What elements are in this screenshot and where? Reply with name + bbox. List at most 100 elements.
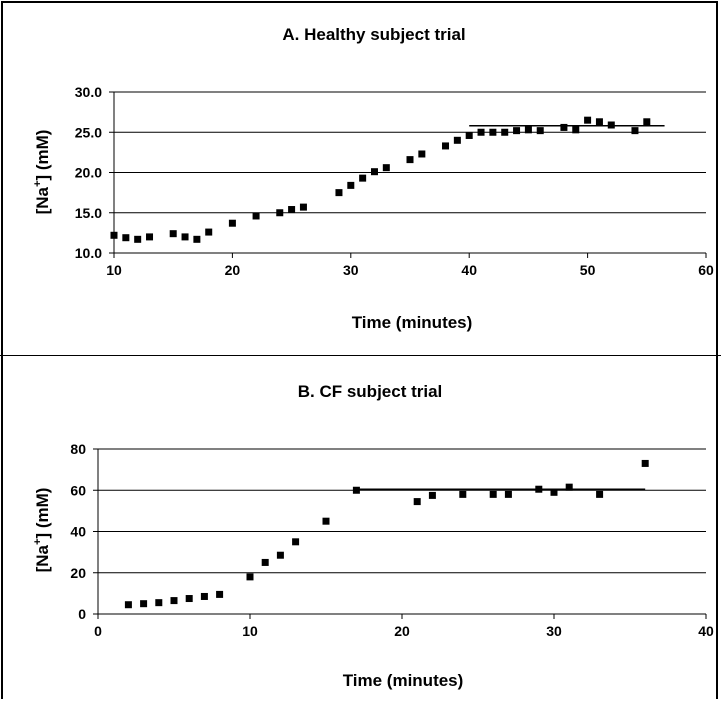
grid bbox=[98, 448, 706, 574]
data-point bbox=[524, 126, 532, 134]
data-point bbox=[504, 490, 512, 498]
data-point bbox=[641, 459, 649, 467]
data-point bbox=[146, 233, 154, 241]
y-tick-label: 10.0 bbox=[75, 245, 102, 261]
data-point bbox=[155, 599, 163, 607]
y-tick-labels: 0 20 40 60 80 bbox=[70, 441, 86, 622]
data-point bbox=[560, 123, 568, 131]
axes bbox=[93, 448, 707, 619]
data-point bbox=[134, 235, 142, 243]
data-point bbox=[513, 127, 521, 135]
data-point bbox=[288, 206, 296, 214]
data-points bbox=[110, 116, 651, 243]
x-tick-labels: 10 20 30 40 50 60 bbox=[106, 262, 714, 278]
x-tick-label: 30 bbox=[546, 623, 562, 639]
y-axis-label-sup: + bbox=[32, 539, 44, 545]
y-axis-label-main: [Na bbox=[33, 544, 52, 572]
data-point bbox=[418, 150, 426, 158]
data-point bbox=[584, 116, 592, 124]
data-point bbox=[228, 219, 236, 227]
data-point bbox=[246, 573, 254, 581]
y-tick-label: 20.0 bbox=[75, 165, 102, 181]
data-point bbox=[489, 490, 497, 498]
data-point bbox=[181, 233, 189, 241]
data-point bbox=[205, 228, 213, 236]
y-tick-label: 60 bbox=[70, 482, 86, 498]
x-tick-label: 0 bbox=[94, 623, 102, 639]
data-point bbox=[382, 164, 390, 172]
y-tick-label: 25.0 bbox=[75, 124, 102, 140]
chart-title: A. Healthy subject trial bbox=[282, 25, 465, 44]
data-point bbox=[453, 136, 461, 144]
x-tick-label: 40 bbox=[461, 262, 477, 278]
data-point bbox=[459, 490, 467, 498]
data-point bbox=[276, 209, 284, 217]
data-points bbox=[124, 459, 649, 609]
data-point bbox=[596, 490, 604, 498]
data-point bbox=[110, 231, 118, 239]
data-point bbox=[122, 234, 130, 242]
data-point bbox=[565, 483, 573, 491]
y-tick-label: 80 bbox=[70, 441, 86, 457]
data-point bbox=[252, 212, 260, 220]
x-tick-label: 60 bbox=[698, 262, 714, 278]
y-tick-label: 30.0 bbox=[75, 84, 102, 100]
data-point bbox=[406, 156, 414, 164]
x-tick-label: 20 bbox=[394, 623, 410, 639]
data-point bbox=[428, 491, 436, 499]
y-axis-label-tail: ] (mM) bbox=[33, 488, 52, 539]
y-axis-label: [Na+] (mM) bbox=[32, 488, 52, 573]
chart-panel-a: A. Healthy subject trial 10.0 15.0 20.0 25.… bbox=[32, 25, 714, 332]
data-point bbox=[185, 595, 193, 603]
data-point bbox=[442, 142, 450, 150]
y-tick-label: 20 bbox=[70, 565, 86, 581]
x-axis-label: Time (minutes) bbox=[352, 313, 473, 332]
data-point bbox=[335, 189, 343, 197]
x-tick-label: 30 bbox=[343, 262, 359, 278]
x-tick-label: 10 bbox=[242, 623, 258, 639]
data-point bbox=[535, 485, 543, 493]
y-axis-label-sup: + bbox=[32, 181, 44, 187]
data-point bbox=[370, 168, 378, 176]
data-point bbox=[261, 558, 269, 566]
data-point bbox=[352, 486, 360, 494]
data-point bbox=[276, 551, 284, 559]
data-point bbox=[489, 128, 497, 136]
data-point bbox=[631, 127, 639, 135]
x-tick-labels: 0 10 20 30 40 bbox=[94, 623, 714, 639]
data-point bbox=[536, 127, 544, 135]
data-point bbox=[607, 121, 615, 129]
data-point bbox=[347, 181, 355, 189]
x-tick-label: 40 bbox=[698, 623, 714, 639]
axes bbox=[109, 91, 707, 258]
y-tick-label: 40 bbox=[70, 524, 86, 540]
chart-title: B. CF subject trial bbox=[298, 382, 443, 401]
data-point bbox=[216, 590, 224, 598]
data-point bbox=[501, 128, 509, 136]
data-point bbox=[359, 174, 367, 182]
data-point bbox=[170, 597, 178, 605]
y-axis-label-main: [Na bbox=[33, 186, 52, 214]
grid bbox=[114, 91, 706, 214]
data-point bbox=[477, 128, 485, 136]
data-point bbox=[292, 538, 300, 546]
x-tick-label: 50 bbox=[580, 262, 596, 278]
y-axis-label: [Na+] (mM) bbox=[32, 130, 52, 215]
y-tick-label: 15.0 bbox=[75, 205, 102, 221]
y-tick-labels: 10.0 15.0 20.0 25.0 30.0 bbox=[75, 84, 102, 261]
data-point bbox=[124, 601, 132, 609]
data-point bbox=[169, 230, 177, 238]
y-axis-label-tail: ] (mM) bbox=[33, 130, 52, 181]
data-point bbox=[200, 592, 208, 600]
data-point bbox=[572, 126, 580, 134]
data-point bbox=[550, 488, 558, 496]
x-axis-label: Time (minutes) bbox=[343, 671, 464, 690]
x-tick-label: 10 bbox=[106, 262, 122, 278]
data-point bbox=[413, 498, 421, 506]
data-point bbox=[299, 203, 307, 211]
panel-divider bbox=[0, 355, 721, 356]
data-point bbox=[643, 118, 651, 126]
